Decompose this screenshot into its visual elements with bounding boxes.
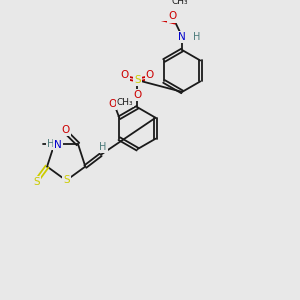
Text: H: H <box>46 139 54 149</box>
Text: O: O <box>61 125 70 135</box>
Text: H: H <box>99 142 106 152</box>
Text: S: S <box>33 178 40 188</box>
Text: CH₃: CH₃ <box>117 98 133 106</box>
Text: S: S <box>63 176 70 185</box>
Text: N: N <box>178 32 186 42</box>
Text: S: S <box>134 75 141 85</box>
Text: H: H <box>193 32 200 42</box>
Text: O: O <box>108 99 116 109</box>
Text: O: O <box>146 70 154 80</box>
Text: O: O <box>168 11 176 22</box>
Text: O: O <box>133 90 142 100</box>
Text: N: N <box>54 140 62 150</box>
Text: O: O <box>121 70 129 80</box>
Text: CH₃: CH₃ <box>172 0 188 6</box>
